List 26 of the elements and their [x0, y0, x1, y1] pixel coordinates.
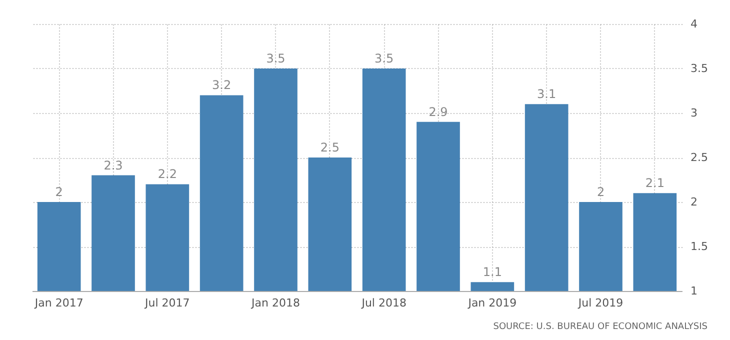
data-label: 2 [596, 185, 605, 199]
y-tick-label: 2 [690, 196, 698, 208]
x-tick-label: Jul 2019 [577, 296, 624, 310]
data-label: 2.5 [320, 140, 340, 154]
x-tick-label: Jan 2018 [250, 296, 300, 310]
x-tick-label: Jul 2018 [360, 296, 406, 310]
data-label: 2 [55, 185, 63, 199]
data-label: 3.5 [374, 52, 394, 66]
y-tick-label: 2.5 [690, 151, 708, 164]
y-tick-label: 1 [690, 284, 698, 298]
data-label: 2.3 [104, 158, 123, 172]
data-label: 1.1 [482, 265, 502, 280]
y-tick-label: 3 [690, 106, 698, 120]
y-tick-label: 4 [690, 18, 698, 30]
y-tick-label: 3.5 [690, 62, 708, 75]
data-label: 3.5 [266, 52, 286, 66]
x-tick-label: Jan 2019 [467, 296, 517, 310]
source-note: SOURCE: U.S. BUREAU OF ECONOMIC ANALYSIS [493, 322, 708, 332]
data-label: 3.1 [537, 87, 556, 102]
data-label: 3.2 [212, 78, 232, 92]
y-tick-label: 1.5 [690, 240, 708, 253]
data-label: 2.1 [645, 176, 664, 190]
data-label: 2.9 [428, 104, 448, 119]
x-tick-label: Jul 2017 [144, 296, 190, 310]
x-tick-label: Jan 2017 [34, 296, 84, 310]
data-label: 2.2 [158, 167, 177, 182]
